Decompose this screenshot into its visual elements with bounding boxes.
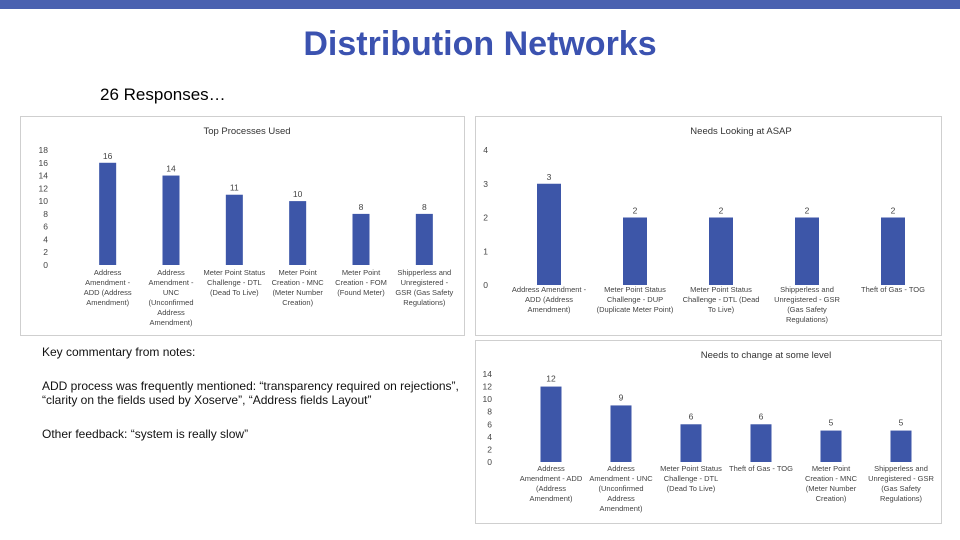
y-tick-label: 2 bbox=[487, 444, 492, 454]
bar bbox=[820, 430, 842, 462]
chart-needs-asap: Needs Looking at ASAP 0 1 2 3 4 3 Address Amend… bbox=[483, 126, 925, 324]
bar bbox=[610, 405, 632, 462]
bar bbox=[415, 213, 433, 265]
bar bbox=[890, 430, 912, 462]
category-label: Theft of Gas - TOG bbox=[729, 464, 793, 473]
y-tick-label: 0 bbox=[483, 280, 488, 290]
data-label: 2 bbox=[719, 206, 724, 216]
chart-top-processes: Top Processes Used 0 2 4 6 8 10 12 14 16 18 16 Addre… bbox=[39, 126, 454, 327]
category-label: Address Amendment - ADD (Address Amendment) bbox=[520, 464, 583, 503]
bar bbox=[289, 201, 307, 265]
y-tick-label: 4 bbox=[43, 234, 48, 244]
response-count: 26 Responses… bbox=[100, 85, 226, 104]
chart-needs-change: Needs to change at some level 0 2 4 6 8 10 12 14… bbox=[483, 350, 935, 513]
y-tick-label: 0 bbox=[43, 260, 48, 270]
y-tick-label: 14 bbox=[39, 171, 49, 181]
page-title: Distribution Networks bbox=[303, 25, 657, 63]
top-accent-bar bbox=[0, 0, 960, 9]
bar bbox=[225, 194, 243, 265]
y-tick-label: 6 bbox=[43, 222, 48, 232]
category-label: Meter Point Status Challenge - DUP (Duplic… bbox=[597, 285, 674, 314]
y-tick-label: 6 bbox=[487, 419, 492, 429]
data-label: 12 bbox=[546, 374, 556, 384]
notes-heading: Key commentary from notes: bbox=[42, 345, 196, 359]
chart-title: Top Processes Used bbox=[203, 126, 290, 137]
category-label: Shipperless and Unregistered - GSR (Gas Sa… bbox=[868, 464, 934, 503]
y-tick-label: 16 bbox=[39, 158, 49, 168]
bar bbox=[680, 424, 702, 462]
category-label: Shipperless and Unregistered -GSR (Gas Sa… bbox=[395, 268, 453, 307]
y-tick-label: 10 bbox=[483, 394, 493, 404]
y-tick-label: 0 bbox=[487, 457, 492, 467]
bar bbox=[99, 162, 117, 265]
notes-add-process: ADD process was frequently mentioned: “t… bbox=[42, 379, 459, 407]
chart-title: Needs to change at some level bbox=[701, 350, 831, 361]
bar bbox=[623, 217, 647, 285]
y-tick-label: 8 bbox=[487, 407, 492, 417]
category-label: Address Amendment -ADD (Address Amendment) bbox=[84, 268, 132, 307]
y-tick-label: 3 bbox=[483, 179, 488, 189]
data-label: 5 bbox=[829, 418, 834, 428]
bar bbox=[795, 217, 819, 285]
data-label: 9 bbox=[619, 392, 624, 402]
y-tick-label: 4 bbox=[487, 432, 492, 442]
bar bbox=[881, 217, 905, 285]
y-tick-label: 10 bbox=[39, 196, 49, 206]
y-tick-label: 1 bbox=[483, 246, 488, 256]
data-label: 11 bbox=[230, 183, 239, 193]
category-label: Meter Point Creation - MNC (Meter Number Cr… bbox=[805, 464, 858, 503]
data-label: 8 bbox=[422, 202, 427, 212]
data-label: 6 bbox=[689, 411, 694, 421]
category-label: Meter Point Status Challenge - DTL (Dead T… bbox=[203, 268, 265, 297]
category-label: Meter Point Creation - FOM (Found Meter) bbox=[335, 268, 387, 297]
category-label: Theft of Gas - TOG bbox=[861, 285, 925, 294]
data-label: 16 bbox=[103, 151, 113, 161]
y-tick-label: 2 bbox=[43, 247, 48, 257]
data-label: 8 bbox=[359, 202, 364, 212]
category-label: Meter Point Status Challenge - DTL (Dead T… bbox=[660, 464, 722, 493]
bar bbox=[709, 217, 733, 285]
y-tick-label: 14 bbox=[483, 369, 493, 379]
category-label: Meter Point Status Challenge - DTL (Dead T… bbox=[683, 285, 760, 314]
chart-panel-top-processes: Top Processes Used 0 2 4 6 8 10 12 14 16 18 16 Addre… bbox=[20, 116, 465, 336]
y-tick-label: 12 bbox=[483, 382, 493, 392]
bar bbox=[162, 175, 180, 265]
y-tick-label: 18 bbox=[39, 145, 49, 155]
data-label: 10 bbox=[293, 189, 303, 199]
y-tick-label: 8 bbox=[43, 209, 48, 219]
chart-panel-needs-asap: Needs Looking at ASAP 0 1 2 3 4 3 Address Amend… bbox=[475, 116, 942, 336]
y-tick-label: 12 bbox=[39, 183, 49, 193]
chart-title: Needs Looking at ASAP bbox=[690, 126, 791, 137]
bar bbox=[352, 213, 370, 265]
data-label: 14 bbox=[166, 164, 176, 174]
notes-other-feedback: Other feedback: “system is really slow” bbox=[42, 427, 249, 441]
category-label: Shipperless and Unregistered - GSR (Gas Sa… bbox=[774, 285, 840, 324]
bar bbox=[750, 424, 772, 462]
y-tick-label: 4 bbox=[483, 145, 488, 155]
category-label: Address Amendment - UNC (Unconfirmed Addres… bbox=[589, 464, 653, 513]
data-label: 6 bbox=[759, 411, 764, 421]
bar bbox=[540, 386, 562, 462]
bar bbox=[537, 183, 561, 285]
category-label: Address Amendment -ADD (Address Amendment… bbox=[512, 285, 587, 314]
y-tick-label: 2 bbox=[483, 213, 488, 223]
data-label: 2 bbox=[633, 206, 638, 216]
commentary-notes: Key commentary from notes: ADD process w… bbox=[42, 345, 472, 441]
data-label: 3 bbox=[547, 172, 552, 182]
data-label: 2 bbox=[891, 206, 896, 216]
data-label: 5 bbox=[899, 418, 904, 428]
data-label: 2 bbox=[805, 206, 810, 216]
chart-panel-needs-change: Needs to change at some level 0 2 4 6 8 10 12 14… bbox=[475, 340, 942, 524]
category-label: Address Amendment -UNC (Unconfirmed Address… bbox=[148, 268, 194, 327]
category-label: Meter Point Creation - MNC (Meter Number Cr… bbox=[272, 268, 325, 307]
